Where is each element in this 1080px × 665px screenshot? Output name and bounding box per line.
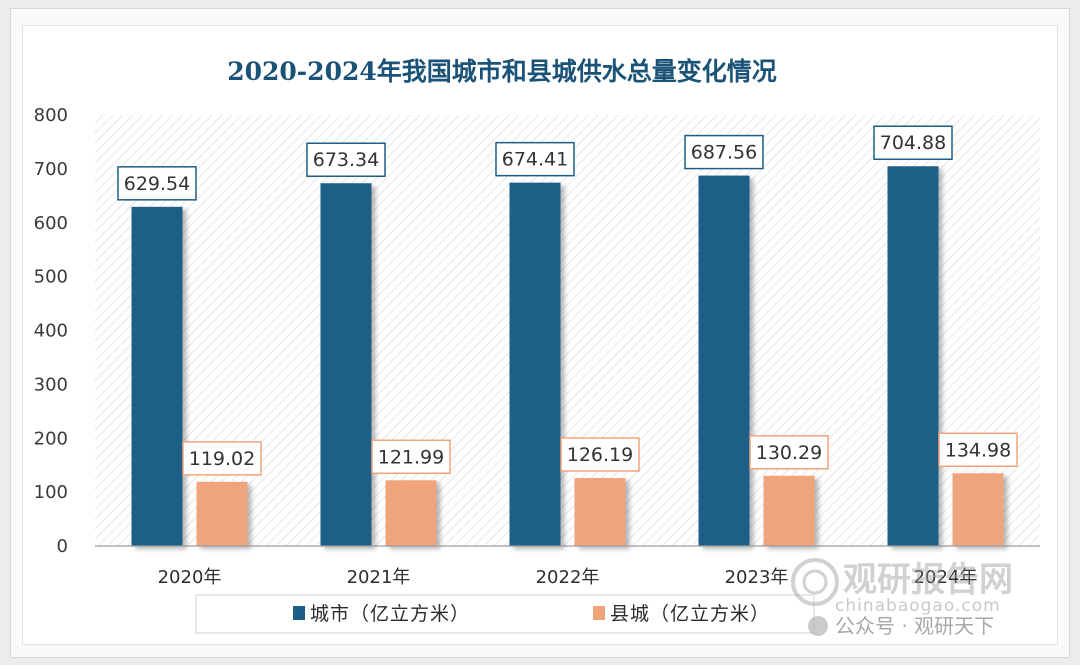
watermark-url: chinabaogao.com: [835, 596, 1001, 616]
y-tick-label: 0: [57, 536, 68, 557]
y-tick-label: 400: [34, 321, 68, 342]
data-label-box-county: [182, 441, 262, 476]
y-tick-label: 300: [34, 374, 68, 395]
data-label-county: 130.29: [756, 442, 822, 464]
data-label-city: 629.54: [124, 173, 190, 195]
y-tick-label: 500: [34, 267, 68, 288]
data-label-box-city: [117, 166, 197, 201]
data-label-box-city: [684, 134, 764, 170]
wechat-icon: [808, 616, 828, 636]
bar-county: [574, 478, 626, 546]
y-axis: 0 100 200 300 400 500 600 700 800: [34, 105, 68, 557]
x-tick-label: 2020年: [158, 567, 222, 588]
data-label-box-county: [749, 435, 829, 470]
legend-label-city: 城市（亿立方米）: [310, 603, 470, 625]
data-label-county: 121.99: [378, 446, 444, 468]
bar-city: [131, 206, 183, 546]
legend-swatch-city: [293, 606, 305, 620]
watermark-logo-icon: [791, 558, 839, 606]
y-tick-label: 100: [34, 482, 68, 503]
chart-title: 2020-2024年我国城市和县城供水总量变化情况: [227, 57, 777, 86]
data-label-county: 119.02: [189, 448, 255, 470]
y-tick-label: 800: [34, 105, 68, 126]
bar-city: [509, 182, 561, 546]
x-tick-label: 2022年: [536, 567, 600, 588]
data-label-box-county: [938, 432, 1018, 468]
bar-county: [763, 475, 815, 546]
y-tick-label: 200: [34, 428, 68, 449]
data-label-box-city: [873, 125, 953, 160]
data-label-city: 673.34: [313, 149, 379, 171]
data-label-county: 126.19: [567, 444, 633, 466]
bar-county: [196, 481, 248, 546]
watermark: 观研报告网 chinabaogao.com 公众号 · 观研天下: [791, 558, 1013, 638]
watermark-logo-inner-icon: [802, 569, 828, 595]
watermark-brand: 观研报告网: [843, 560, 1013, 600]
data-label-box-city: [306, 142, 386, 177]
bar-county: [385, 480, 437, 546]
x-tick-label: 2021年: [347, 567, 411, 588]
data-label-box-county: [371, 439, 451, 475]
x-tick-label: 2023年: [725, 567, 789, 588]
x-tick-label: 2024年: [914, 567, 978, 588]
data-label-city: 704.88: [880, 132, 946, 154]
legend-label-county: 县城（亿立方米）: [610, 603, 770, 625]
data-label-city: 687.56: [691, 142, 757, 164]
data-label-box-county: [560, 437, 640, 472]
bar-city: [320, 183, 372, 546]
bars: 629.54 119.02 673.34 121.99 674.41 126.19 687.…: [117, 125, 1018, 546]
data-label-city: 674.41: [502, 149, 568, 171]
x-axis: 2020年 2021年 2022年 2023年 2024年: [95, 545, 1040, 588]
data-label-county: 134.98: [945, 439, 1011, 461]
legend: 城市（亿立方米） 县城（亿立方米）: [195, 594, 815, 634]
y-tick-label: 600: [34, 213, 68, 234]
bar-city: [698, 175, 750, 546]
watermark-account: 公众号 · 观研天下: [835, 614, 994, 638]
data-label-box-city: [495, 141, 575, 177]
bar-city: [887, 166, 939, 546]
bar-county: [952, 473, 1004, 546]
y-tick-label: 700: [34, 159, 68, 180]
legend-swatch-county: [593, 606, 605, 620]
